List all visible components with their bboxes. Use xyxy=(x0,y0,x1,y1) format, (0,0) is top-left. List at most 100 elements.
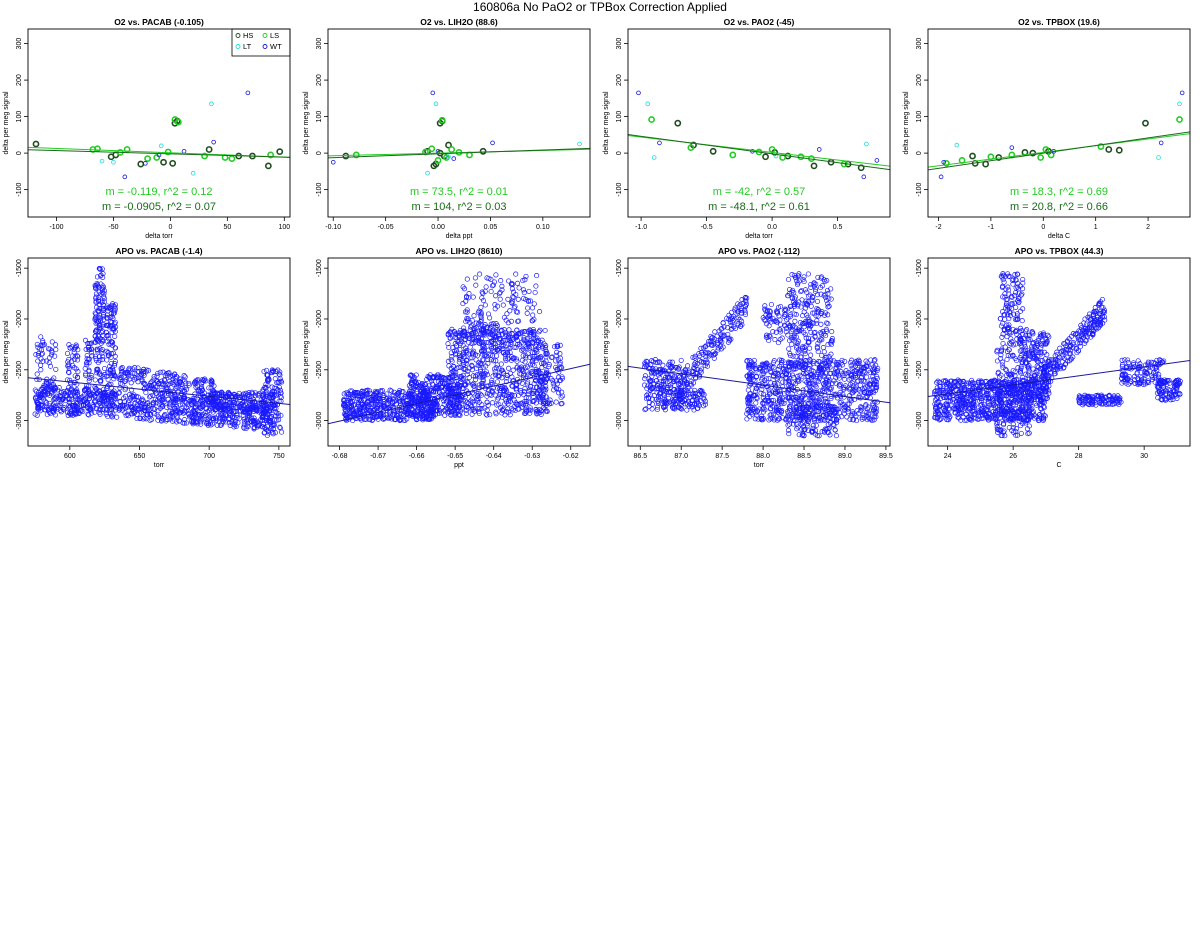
apo-point xyxy=(277,424,283,430)
apo-point xyxy=(513,386,519,392)
apo-point xyxy=(61,405,67,411)
apo-point xyxy=(560,393,566,399)
apo-point xyxy=(745,407,751,413)
apo-point xyxy=(534,368,540,374)
apo-point xyxy=(521,335,527,341)
apo-point xyxy=(276,371,282,377)
apo-point xyxy=(245,406,251,412)
apo-point xyxy=(236,404,242,410)
apo-point xyxy=(68,410,74,416)
apo-point xyxy=(490,282,497,288)
apo-point xyxy=(98,378,104,384)
apo-point xyxy=(74,387,80,393)
apo-point xyxy=(34,412,40,418)
apo-point xyxy=(514,401,520,407)
apo-point xyxy=(108,351,115,357)
apo-point xyxy=(194,419,200,425)
apo-point xyxy=(478,319,484,325)
legend-marker-hs xyxy=(235,33,241,38)
apo-point xyxy=(460,372,466,378)
apo-point xyxy=(217,422,223,428)
apo-point xyxy=(465,380,471,386)
apo-point xyxy=(117,399,123,405)
apo-point xyxy=(155,417,161,423)
apo-point xyxy=(758,390,764,396)
apo-point xyxy=(715,340,721,346)
apo-point xyxy=(345,392,351,398)
apo-point xyxy=(35,404,41,410)
apo-point xyxy=(105,370,111,376)
apo-point xyxy=(182,374,188,380)
apo-point xyxy=(110,315,116,321)
apo-point xyxy=(195,387,201,393)
y-tick-label: 200 xyxy=(316,74,323,86)
x-axis-label: delta ppt xyxy=(446,233,473,240)
apo-point xyxy=(396,397,402,403)
y-tick-label: -1500 xyxy=(16,259,23,277)
apo-point xyxy=(86,388,92,394)
apo-point xyxy=(269,384,275,390)
apo-point xyxy=(187,398,193,404)
apo-point xyxy=(148,393,154,399)
apo-point xyxy=(692,360,698,366)
apo-point xyxy=(357,404,363,410)
y-tick-label: -2000 xyxy=(16,310,23,328)
apo-point xyxy=(420,385,426,391)
apo-point xyxy=(515,392,521,399)
apo-point xyxy=(521,295,527,301)
point-wt xyxy=(1158,140,1164,146)
apo-point xyxy=(200,379,206,385)
apo-point xyxy=(182,409,188,415)
apo-point xyxy=(110,368,116,374)
apo-point xyxy=(199,386,205,392)
apo-point xyxy=(263,367,270,373)
apo-point xyxy=(494,397,500,403)
chart-panel-6: APO vs. LIH2O (8610)-0.68 -0.67 -0.66 -0.65… xyxy=(303,246,591,469)
point-ls xyxy=(648,116,655,123)
apo-point xyxy=(439,384,445,390)
apo-point xyxy=(181,373,187,379)
apo-point xyxy=(557,355,563,361)
apo-point xyxy=(702,401,708,407)
y-tick-label: -100 xyxy=(16,183,23,197)
apo-point xyxy=(807,358,814,364)
apo-point xyxy=(530,353,536,360)
apo-point xyxy=(559,401,565,407)
apo-point xyxy=(367,407,373,413)
apo-point xyxy=(76,410,82,416)
apo-point xyxy=(154,412,160,418)
apo-point xyxy=(703,354,709,360)
apo-point xyxy=(533,343,539,349)
apo-point xyxy=(871,358,877,364)
apo-point xyxy=(279,379,285,385)
apo-point xyxy=(147,380,154,386)
apo-point xyxy=(83,372,89,378)
apo-point xyxy=(147,417,153,423)
apo-point xyxy=(470,382,476,388)
apo-point xyxy=(485,360,491,367)
apo-point xyxy=(523,273,529,279)
apo-point xyxy=(493,293,499,299)
apo-point xyxy=(122,378,128,384)
apo-point xyxy=(644,392,650,398)
apo-point xyxy=(214,422,220,428)
apo-point xyxy=(759,377,765,383)
apo-point xyxy=(166,401,172,407)
apo-point xyxy=(67,345,73,351)
apo-point xyxy=(500,408,506,414)
apo-point xyxy=(477,271,483,277)
apo-point xyxy=(166,378,173,384)
apo-point xyxy=(192,404,198,410)
apo-point xyxy=(379,388,385,394)
y-tick-label: -2000 xyxy=(316,310,323,328)
apo-point xyxy=(43,400,50,406)
apo-point xyxy=(503,379,509,385)
apo-point xyxy=(655,380,661,386)
apo-point xyxy=(744,295,750,301)
apo-point xyxy=(222,393,228,400)
apo-point xyxy=(123,412,129,419)
apo-point xyxy=(461,362,467,368)
apo-point xyxy=(208,392,214,398)
apo-point xyxy=(390,396,397,402)
apo-point xyxy=(138,374,144,380)
